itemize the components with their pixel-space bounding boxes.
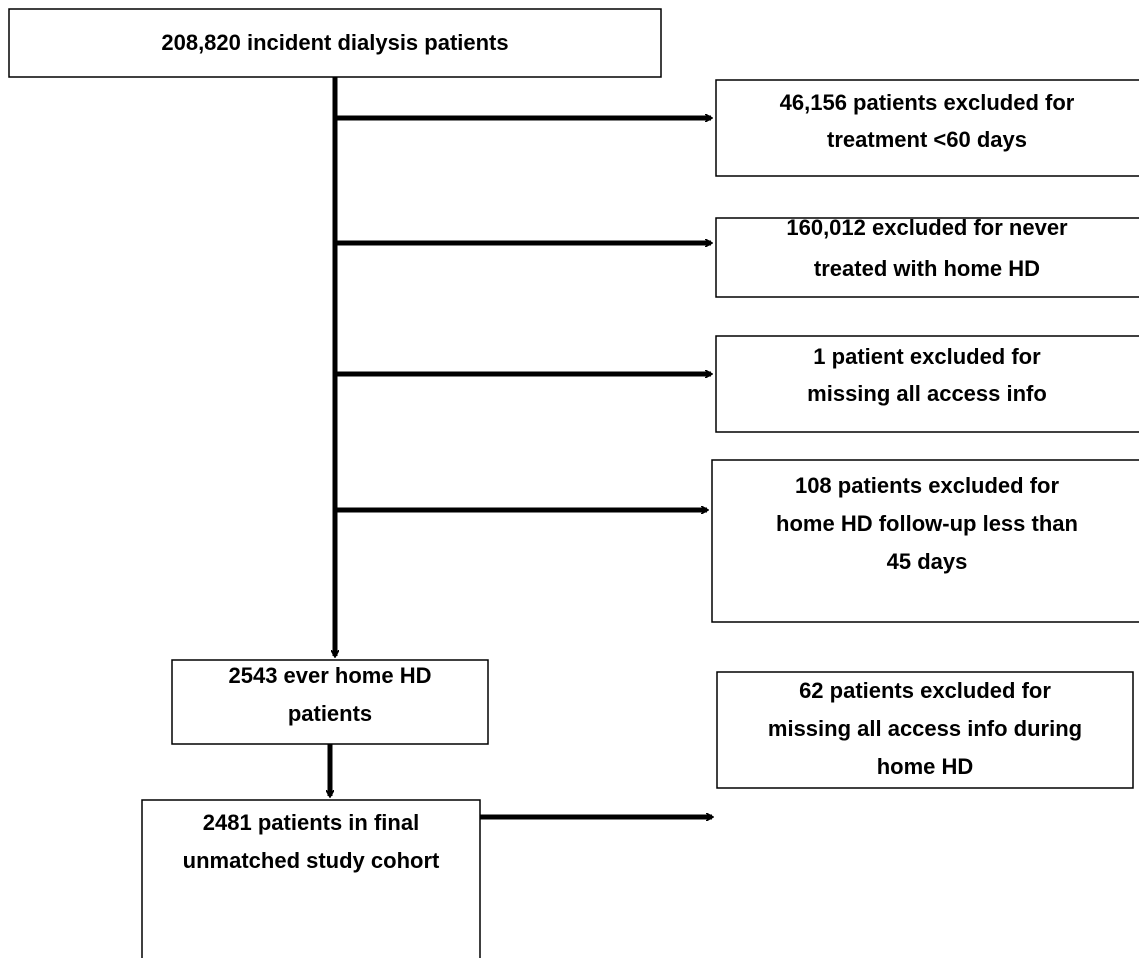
boxes: 208,820 incident dialysis patients 46,156…: [8, 8, 1139, 958]
box-label: 62 patients excluded for: [799, 678, 1051, 703]
box-label: unmatched study cohort: [183, 848, 440, 873]
box-label: 160,012 excluded for never: [786, 215, 1068, 240]
box-label: 45 days: [887, 549, 968, 574]
box-label: 46,156 patients excluded for: [780, 90, 1075, 115]
box-label: home HD follow-up less than: [776, 511, 1078, 536]
box: [715, 79, 1139, 177]
box-label: 108 patients excluded for: [795, 473, 1060, 498]
box-label: missing all access info during: [768, 716, 1082, 741]
box-label: treated with home HD: [814, 256, 1040, 281]
box: [715, 335, 1139, 433]
box: [171, 659, 489, 745]
box: [8, 8, 662, 78]
box-label: 2481 patients in final: [203, 810, 419, 835]
box-label: 2543 ever home HD: [229, 663, 432, 688]
box: [711, 459, 1139, 623]
box-label: 208,820 incident dialysis patients: [161, 30, 508, 55]
box: [141, 799, 481, 958]
box: [716, 671, 1134, 789]
box-label: 1 patient excluded for: [813, 344, 1041, 369]
box-label: patients: [288, 701, 372, 726]
box-label: home HD: [877, 754, 974, 779]
box-label: treatment <60 days: [827, 127, 1027, 152]
box: [715, 217, 1139, 298]
box-label: missing all access info: [807, 381, 1047, 406]
